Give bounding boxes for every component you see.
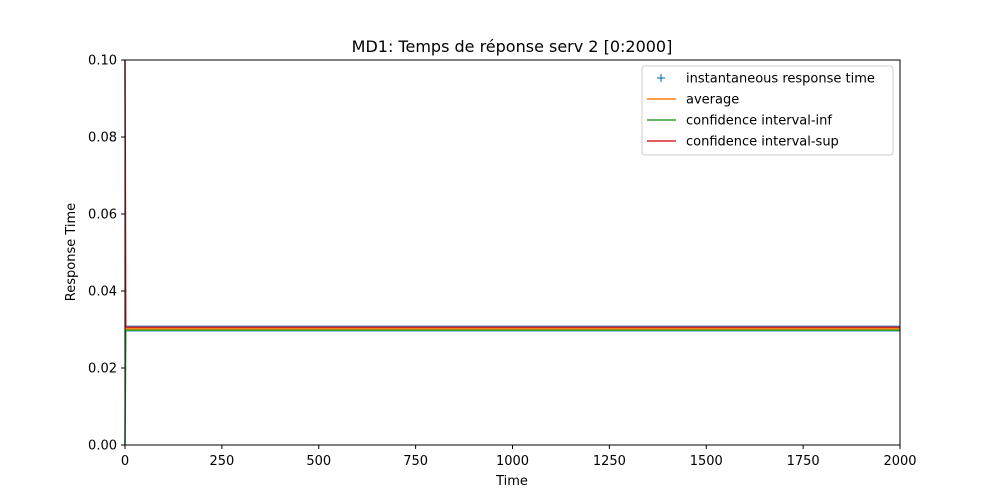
x-axis: 0 250 500 750 1000 1250 1500 1750 2000 xyxy=(121,445,917,469)
legend-item: average xyxy=(647,93,739,108)
legend-label: confidence interval-inf xyxy=(686,114,832,129)
x-tick-label: 250 xyxy=(209,454,234,469)
y-tick-label: 0.08 xyxy=(88,131,117,146)
x-tick-label: 500 xyxy=(306,454,331,469)
x-tick-label: 1250 xyxy=(593,454,626,469)
x-tick-label: 1750 xyxy=(787,454,820,469)
x-tick-label: 1000 xyxy=(496,454,529,469)
legend-item: instantaneous response time xyxy=(657,72,875,87)
y-tick-label: 0.06 xyxy=(88,208,117,223)
legend-item: confidence interval-sup xyxy=(647,135,839,150)
legend-item: confidence interval-inf xyxy=(647,114,832,129)
x-tick-label: 2000 xyxy=(883,454,916,469)
y-tick-label: 0.04 xyxy=(88,285,117,300)
y-tick-label: 0.00 xyxy=(88,439,117,454)
x-tick-label: 1500 xyxy=(690,454,723,469)
x-tick-label: 750 xyxy=(403,454,428,469)
legend-label: confidence interval-sup xyxy=(686,135,839,150)
x-axis-label: Time xyxy=(495,474,528,489)
legend-label: average xyxy=(686,93,739,108)
y-tick-label: 0.10 xyxy=(88,54,117,69)
series-line-1 xyxy=(124,327,900,331)
y-axis-label: Response Time xyxy=(64,203,79,301)
legend-box xyxy=(641,65,894,156)
legend: instantaneous response time average confid… xyxy=(641,65,894,156)
y-tick-label: 0.02 xyxy=(88,362,117,377)
chart-title: MD1: Temps de réponse serv 2 [0:2000] xyxy=(352,37,673,56)
x-tick-label: 0 xyxy=(121,454,129,469)
y-axis: 0.00 0.02 0.04 0.06 0.08 0.10 xyxy=(88,54,125,454)
legend-label: instantaneous response time xyxy=(686,72,875,87)
series-line-2 xyxy=(124,329,900,446)
